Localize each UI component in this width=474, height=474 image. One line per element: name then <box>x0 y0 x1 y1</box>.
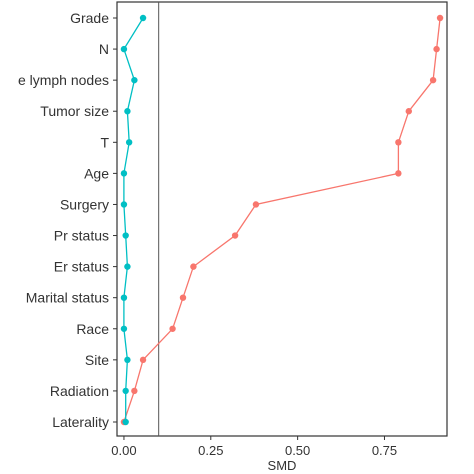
data-point <box>433 45 440 53</box>
y-tick-label: Radiation <box>50 383 109 399</box>
series-line <box>123 17 144 422</box>
data-point <box>122 387 129 395</box>
data-point <box>120 294 128 301</box>
data-point <box>429 76 437 84</box>
y-tick-label: N <box>99 41 109 57</box>
data-point <box>120 170 128 177</box>
data-point <box>139 14 147 22</box>
data-point <box>124 356 131 364</box>
data-point <box>252 201 260 208</box>
y-tick-label: Marital status <box>26 290 109 306</box>
y-tick-label: Age <box>84 165 109 181</box>
y-tick-label: Laterality <box>52 414 109 430</box>
series-layer <box>120 14 444 426</box>
data-point <box>122 232 129 239</box>
data-point <box>190 263 197 270</box>
data-point <box>122 418 129 426</box>
series-1 <box>120 14 147 426</box>
y-tick-label: Surgery <box>60 196 109 212</box>
y-tick-label: Tumor size <box>40 103 109 119</box>
data-point <box>139 356 147 364</box>
data-point <box>231 232 239 239</box>
y-tick-label: Grade <box>70 10 109 26</box>
data-point <box>436 14 444 22</box>
y-tick-label: e lymph nodes <box>18 72 109 88</box>
data-point <box>120 201 128 208</box>
series-line <box>123 17 441 423</box>
data-point <box>395 139 402 146</box>
x-tick-label: 0.25 <box>198 443 223 458</box>
y-tick-label: Site <box>85 352 109 368</box>
data-point <box>179 294 187 301</box>
data-point <box>131 387 138 395</box>
data-point <box>395 170 402 177</box>
data-point <box>405 108 412 115</box>
y-tick-label: Pr status <box>54 228 109 244</box>
data-point <box>125 139 133 146</box>
x-tick-label: 0.00 <box>111 443 136 458</box>
data-point <box>131 76 138 84</box>
x-axis-title: SMD <box>268 458 297 473</box>
data-point <box>169 325 176 332</box>
data-point <box>124 263 131 270</box>
data-point <box>120 325 128 332</box>
x-tick-label: 0.75 <box>372 443 397 458</box>
data-point <box>124 108 131 115</box>
x-tick-label: 0.50 <box>285 443 310 458</box>
y-tick-label: Race <box>76 321 109 337</box>
x-axis: 0.00 0.25 0.50 0.75 <box>111 436 397 458</box>
y-tick-label: Er status <box>54 259 109 275</box>
y-axis: Grade Ne lymph nodes Tumor size T Age Surgery… <box>18 10 117 430</box>
data-point <box>120 45 128 53</box>
y-tick-label: T <box>100 134 109 150</box>
plot-panel <box>116 1 448 437</box>
